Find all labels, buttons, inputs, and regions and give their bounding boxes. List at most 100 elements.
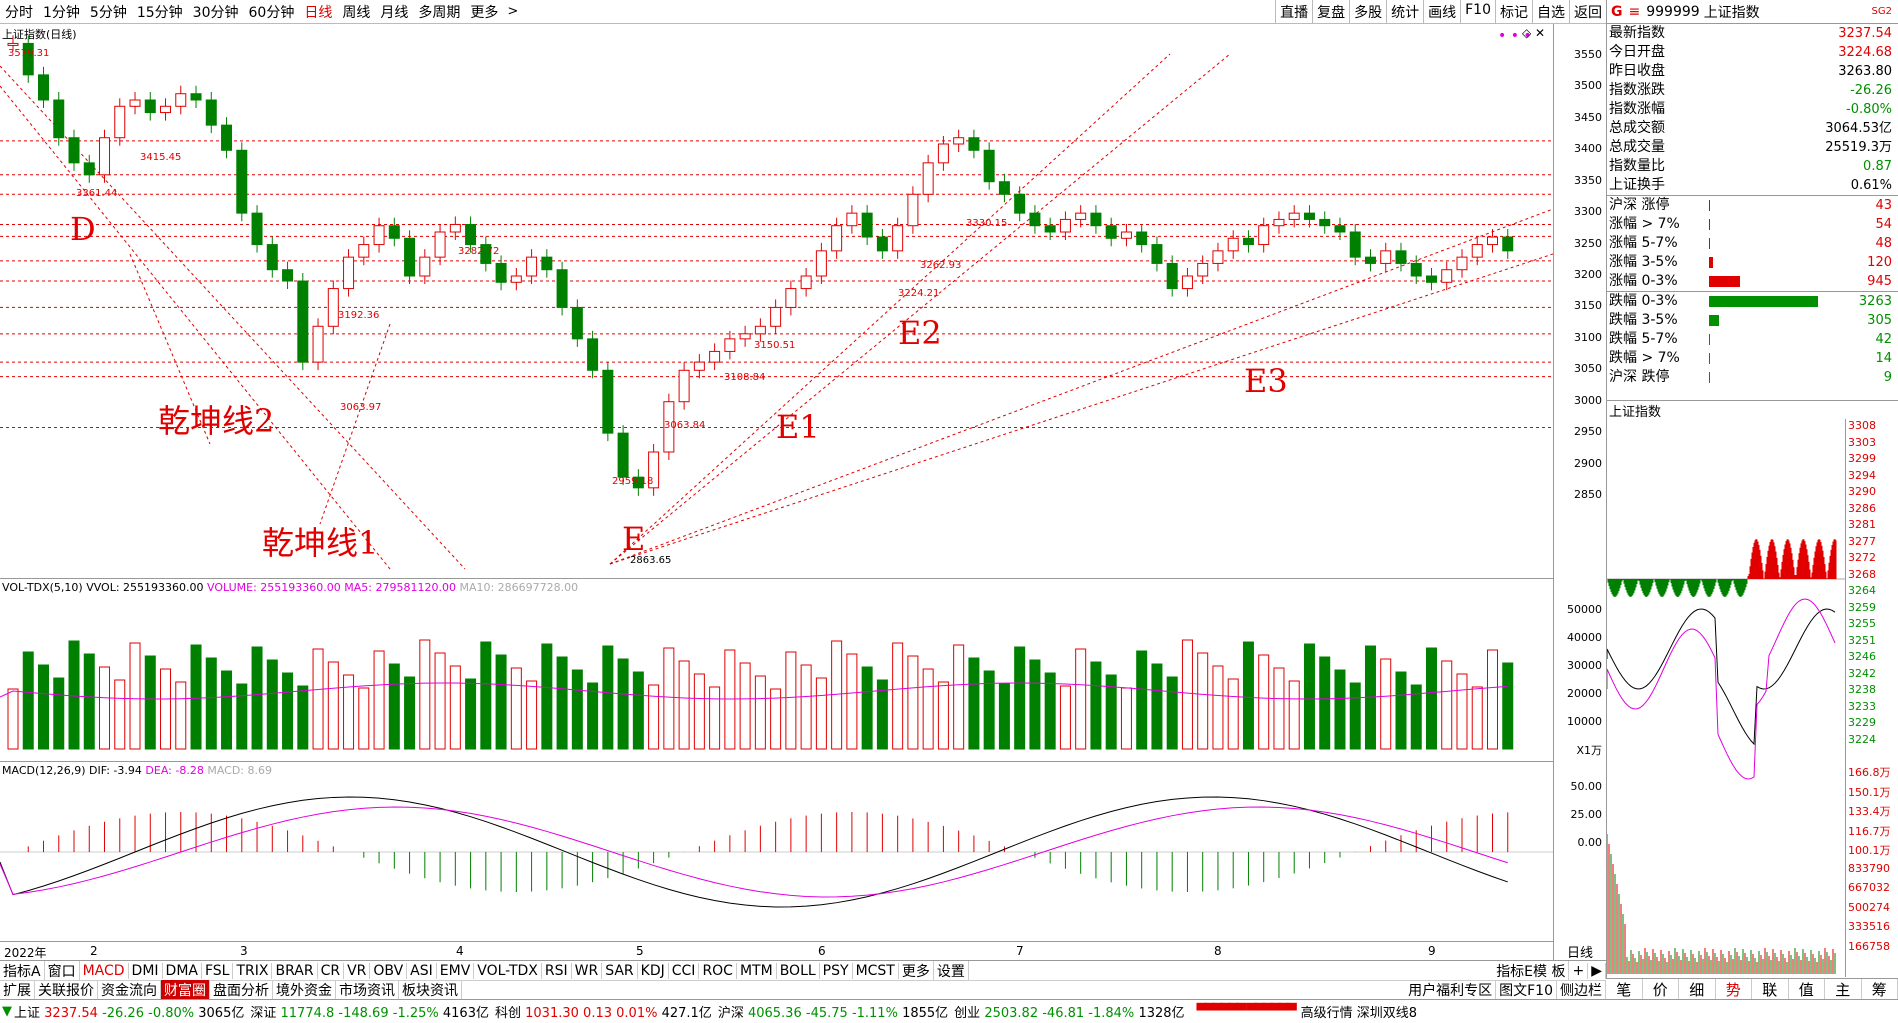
timeframe-10[interactable]: 更多	[470, 4, 499, 21]
macd-tick: 0.00	[1577, 836, 1603, 849]
breadth-count: 54	[1875, 217, 1892, 232]
indicator-tab-17[interactable]: KDJ	[638, 962, 669, 979]
right-tab-0[interactable]: 笔	[1606, 979, 1643, 999]
indicator-tab-1[interactable]: 窗口	[45, 960, 80, 981]
add-tab-icon[interactable]: +	[1569, 962, 1589, 979]
timeframe-2[interactable]: 5分钟	[89, 4, 127, 21]
timeframe-6[interactable]: 日线	[304, 4, 333, 21]
indicator-tab-14[interactable]: RSI	[542, 962, 572, 979]
tool-button-1[interactable]: 复盘	[1312, 0, 1349, 24]
mini-vol-tick: 667032	[1848, 881, 1890, 894]
quote-badge: SG2	[1871, 6, 1892, 17]
volume-pane[interactable]: VOL-TDX(5,10) VVOL: 255193360.00 VOLUME:…	[0, 579, 1553, 762]
price-tick: 3150	[1574, 299, 1602, 313]
right-tab-5[interactable]: 值	[1789, 979, 1825, 999]
candle	[632, 469, 644, 496]
tool-button-2[interactable]: 多股	[1349, 0, 1386, 24]
chevron-right-icon[interactable]: >	[507, 4, 519, 19]
macd-tick: 50.00	[1570, 780, 1603, 793]
extension-tab-5[interactable]: 境外资金	[273, 980, 336, 1000]
intraday-mini-chart[interactable]: 上证指数 3308 3303 3299 3294 3290 3286 3281 3277 327…	[1606, 400, 1898, 978]
status-cy[interactable]: 创业 2503.82 -46.81 -1.84% 1328亿	[954, 1006, 1185, 1021]
indicator-tab-22[interactable]: PSY	[820, 962, 853, 979]
timeframe-5[interactable]: 60分钟	[248, 4, 295, 21]
indicator-tab-25[interactable]: 设置	[934, 960, 969, 981]
indicator-tab-11[interactable]: ASI	[407, 962, 437, 979]
indicator-tab-19[interactable]: ROC	[699, 962, 737, 979]
user-welfare-tab[interactable]: 用户福利专区	[1405, 980, 1497, 1000]
indicator-tab-13[interactable]: VOL-TDX	[474, 962, 542, 979]
volume-bar	[1059, 685, 1071, 750]
price-chart-pane[interactable]: 上证指数(日线) D E E1 E2 E3 乾坤线2 乾坤线1 • • • ◇ …	[0, 24, 1553, 579]
indicator-tab-15[interactable]: WR	[572, 962, 603, 979]
tool-button-6[interactable]: 标记	[1495, 0, 1532, 24]
tool-button-0[interactable]: 直播	[1275, 0, 1312, 24]
indicator-tab-10[interactable]: OBV	[370, 962, 408, 979]
right-tab-3[interactable]: 势	[1716, 979, 1752, 999]
status-kc[interactable]: 科创 1031.30 0.13 0.01% 427.1亿	[494, 1006, 712, 1021]
status-hs[interactable]: 沪深 4065.36 -45.75 -1.11% 1855亿	[717, 1006, 949, 1021]
tool-button-5[interactable]: F10	[1460, 0, 1495, 24]
f10-tab[interactable]: 图文F10	[1496, 980, 1557, 1000]
indicator-tab-9[interactable]: VR	[344, 962, 371, 979]
indicator-tab-5[interactable]: FSL	[202, 962, 234, 979]
right-tab-6[interactable]: 主	[1825, 979, 1862, 999]
timeframe-0[interactable]: 分时	[5, 4, 33, 21]
tool-button-3[interactable]: 统计	[1386, 0, 1423, 24]
timeframe-1[interactable]: 1分钟	[43, 4, 80, 21]
volume-bar	[541, 643, 553, 750]
extension-tab-1[interactable]: 关联报价	[35, 980, 98, 1000]
volume-bar	[53, 677, 65, 750]
volume-bar	[510, 667, 522, 750]
indicator-tab-8[interactable]: CR	[318, 962, 345, 979]
timeframe-7[interactable]: 周线	[342, 4, 371, 21]
indicator-tab-3[interactable]: DMI	[129, 962, 163, 979]
timeframe-4[interactable]: 30分钟	[192, 4, 239, 21]
menu-icon[interactable]: ≡	[1628, 3, 1641, 20]
candle	[754, 318, 766, 342]
right-tab-7[interactable]: 筹	[1862, 979, 1898, 999]
extension-tab-2[interactable]: 资金流向	[98, 980, 161, 1000]
candle	[770, 299, 782, 335]
indicator-tab-7[interactable]: BRAR	[272, 962, 318, 979]
mini-price-tick: 3272	[1848, 551, 1876, 564]
status-sh[interactable]: 上证 3237.54 -26.26 -0.80% 3065亿	[14, 1006, 245, 1021]
timeframe-3[interactable]: 15分钟	[136, 4, 183, 21]
tool-button-7[interactable]: 自选	[1532, 0, 1569, 24]
right-tab-2[interactable]: 细	[1679, 979, 1716, 999]
extension-tab-4[interactable]: 盘面分析	[210, 980, 273, 1000]
indicator-tab-20[interactable]: MTM	[737, 962, 777, 979]
timeframe-9[interactable]: 多周期	[418, 4, 461, 21]
timeframe-8[interactable]: 月线	[380, 4, 409, 21]
indicator-tab-24[interactable]: 更多	[899, 960, 934, 981]
tool-button-4[interactable]: 画线	[1423, 0, 1460, 24]
indicator-tab-12[interactable]: EMV	[437, 962, 475, 979]
status-sz[interactable]: 深证 11774.8 -148.69 -1.25% 4163亿	[250, 1006, 489, 1021]
extension-tab-3[interactable]: 财富圈	[161, 980, 210, 1000]
candle	[815, 242, 827, 284]
macd-pane[interactable]: MACD(12,26,9) DIF: -3.94 DEA: -8.28 MACD…	[0, 762, 1553, 942]
timeframe-toolbar: 分时 1分钟 5分钟 15分钟 30分钟 60分钟 日线 周线 月线 多周期 更多 > 直播 复盘 多股…	[0, 0, 1606, 24]
sidebar-tab[interactable]: 侧边栏	[1557, 980, 1606, 1000]
indicator-tab-23[interactable]: MCST	[853, 962, 899, 979]
extension-tab-6[interactable]: 市场资讯	[336, 980, 399, 1000]
indicator-tab-16[interactable]: SAR	[602, 962, 638, 979]
settings-icon[interactable]: ◇ ✕	[1522, 26, 1546, 40]
extension-tab-0[interactable]: 扩展	[0, 980, 35, 1000]
volume-bar	[1227, 678, 1239, 750]
tool-button-8[interactable]: 返回	[1569, 0, 1606, 24]
indicator-tab-21[interactable]: BOLL	[777, 962, 820, 979]
quote-row-label: 总成交额	[1609, 120, 1665, 136]
indicator-tab-6[interactable]: TRIX	[233, 962, 273, 979]
indicator-tab-0[interactable]: 指标A	[0, 960, 45, 981]
right-tab-1[interactable]: 价	[1643, 979, 1679, 999]
candle	[876, 229, 888, 259]
right-tab-4[interactable]: 联	[1752, 979, 1789, 999]
indicator-tab-18[interactable]: CCI	[669, 962, 700, 979]
next-tab-icon[interactable]: ▶	[1588, 962, 1606, 979]
macd-y-axis: 50.00 25.00 0.00	[1553, 762, 1606, 942]
extension-tab-7[interactable]: 板块资讯	[399, 980, 462, 1000]
indicator-tab-2[interactable]: MACD	[80, 962, 129, 979]
indicator-template-tab[interactable]: 指标E模 板	[1493, 960, 1570, 981]
indicator-tab-4[interactable]: DMA	[163, 962, 202, 979]
